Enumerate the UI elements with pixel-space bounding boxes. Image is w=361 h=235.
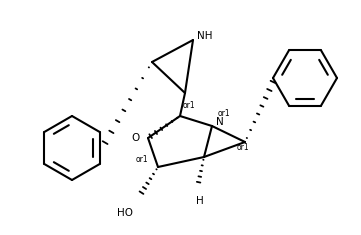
Text: HO: HO [117, 208, 133, 218]
Text: or1: or1 [218, 109, 231, 118]
Text: or1: or1 [135, 156, 148, 164]
Text: N: N [216, 117, 224, 127]
Text: O: O [132, 133, 140, 143]
Text: or1: or1 [237, 144, 249, 153]
Text: H: H [196, 196, 204, 206]
Text: NH: NH [197, 31, 213, 41]
Text: or1: or1 [183, 101, 196, 110]
